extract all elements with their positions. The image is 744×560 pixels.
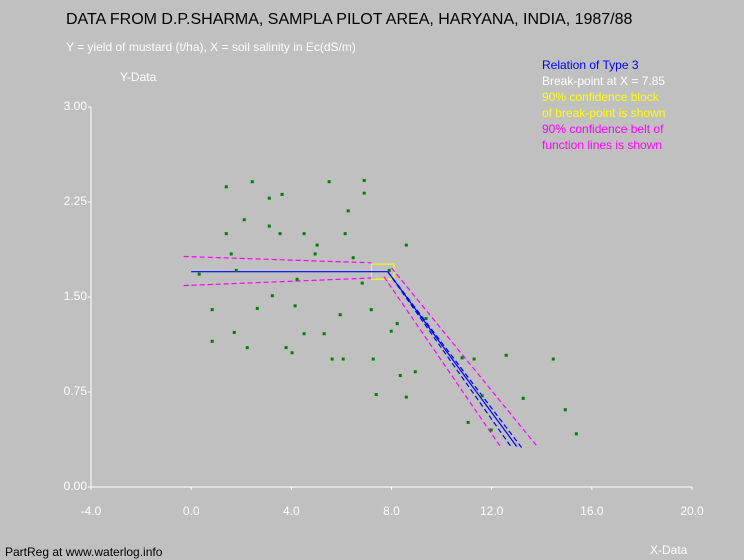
- data-point: [338, 313, 342, 317]
- data-point: [404, 243, 408, 247]
- y-tick-label: 2.25: [64, 194, 88, 208]
- data-point: [250, 180, 254, 184]
- data-point: [362, 191, 366, 195]
- data-point: [466, 420, 470, 424]
- data-point: [563, 408, 567, 412]
- data-point: [255, 306, 259, 310]
- footer: PartReg at www.waterlog.info: [5, 545, 163, 559]
- data-point: [267, 224, 271, 228]
- y-axis-label: Y-Data: [120, 70, 157, 84]
- data-point: [229, 252, 233, 256]
- x-tick-label: 16.0: [580, 504, 604, 518]
- data-point: [315, 243, 319, 247]
- data-point: [210, 308, 214, 312]
- data-point: [313, 252, 317, 256]
- x-tick-label: -4.0: [81, 504, 102, 518]
- data-point: [371, 357, 375, 361]
- data-point: [369, 308, 373, 312]
- data-point: [293, 304, 297, 308]
- data-point: [413, 370, 417, 374]
- function-line: [183, 255, 372, 264]
- data-point: [389, 329, 393, 333]
- x-tick-label: 20.0: [680, 504, 704, 518]
- data-point: [295, 277, 299, 281]
- data-point: [234, 268, 238, 272]
- data-point: [398, 374, 402, 378]
- annotation: 90% confidence belt of: [542, 122, 664, 136]
- data-point: [327, 180, 331, 184]
- data-point: [224, 185, 228, 189]
- function-line: [391, 267, 539, 449]
- data-point: [404, 395, 408, 399]
- function-line: [387, 271, 513, 449]
- data-point: [210, 339, 214, 343]
- data-point: [278, 232, 282, 236]
- data-point: [322, 332, 326, 336]
- y-tick-label: 1.50: [64, 289, 88, 303]
- x-tick-label: 12.0: [480, 504, 504, 518]
- data-point: [346, 209, 350, 213]
- data-point: [387, 268, 391, 272]
- data-point: [424, 317, 428, 321]
- x-tick-label: 0.0: [183, 504, 200, 518]
- x-tick-label: 4.0: [283, 504, 300, 518]
- data-point: [302, 332, 306, 336]
- x-tick-label: 8.0: [383, 504, 400, 518]
- function-line: [383, 276, 502, 449]
- x-axis-label: X-Data: [650, 543, 688, 557]
- data-point: [360, 281, 364, 285]
- function-line: [183, 277, 372, 287]
- data-point: [232, 330, 236, 334]
- annotation: of break-point is shown: [542, 106, 665, 120]
- data-point: [472, 357, 476, 361]
- annotation: Relation of Type 3: [542, 58, 639, 72]
- data-point: [302, 232, 306, 236]
- data-point: [504, 353, 508, 357]
- data-point: [574, 432, 578, 436]
- data-point: [341, 357, 345, 361]
- data-point: [270, 294, 274, 298]
- data-point: [284, 346, 288, 350]
- data-point: [280, 192, 284, 196]
- annotation: Break-point at X = 7.85: [542, 74, 665, 88]
- y-tick-label: 3.00: [64, 99, 88, 113]
- chart-subtitle: Y = yield of mustard (t/ha), X = soil sa…: [66, 40, 356, 54]
- data-point: [362, 178, 366, 182]
- data-point: [351, 256, 355, 260]
- y-tick-label: 0.00: [64, 479, 88, 493]
- chart-title: DATA FROM D.P.SHARMA, SAMPLA PILOT AREA,…: [66, 11, 633, 28]
- annotation: function lines is shown: [542, 138, 662, 152]
- function-line: [387, 271, 523, 449]
- data-point: [330, 357, 334, 361]
- data-point: [551, 357, 555, 361]
- y-tick-label: 0.75: [64, 384, 88, 398]
- data-point: [343, 232, 347, 236]
- data-point: [460, 356, 464, 360]
- data-point: [245, 346, 249, 350]
- data-point: [197, 272, 201, 276]
- data-point: [489, 428, 493, 432]
- data-point: [521, 396, 525, 400]
- data-point: [395, 322, 399, 326]
- data-point: [290, 351, 294, 355]
- data-point: [267, 196, 271, 200]
- data-point: [374, 393, 378, 397]
- data-point: [480, 394, 484, 398]
- data-point: [224, 232, 228, 236]
- annotation: 90% confidence block: [542, 90, 660, 104]
- data-point: [242, 218, 246, 222]
